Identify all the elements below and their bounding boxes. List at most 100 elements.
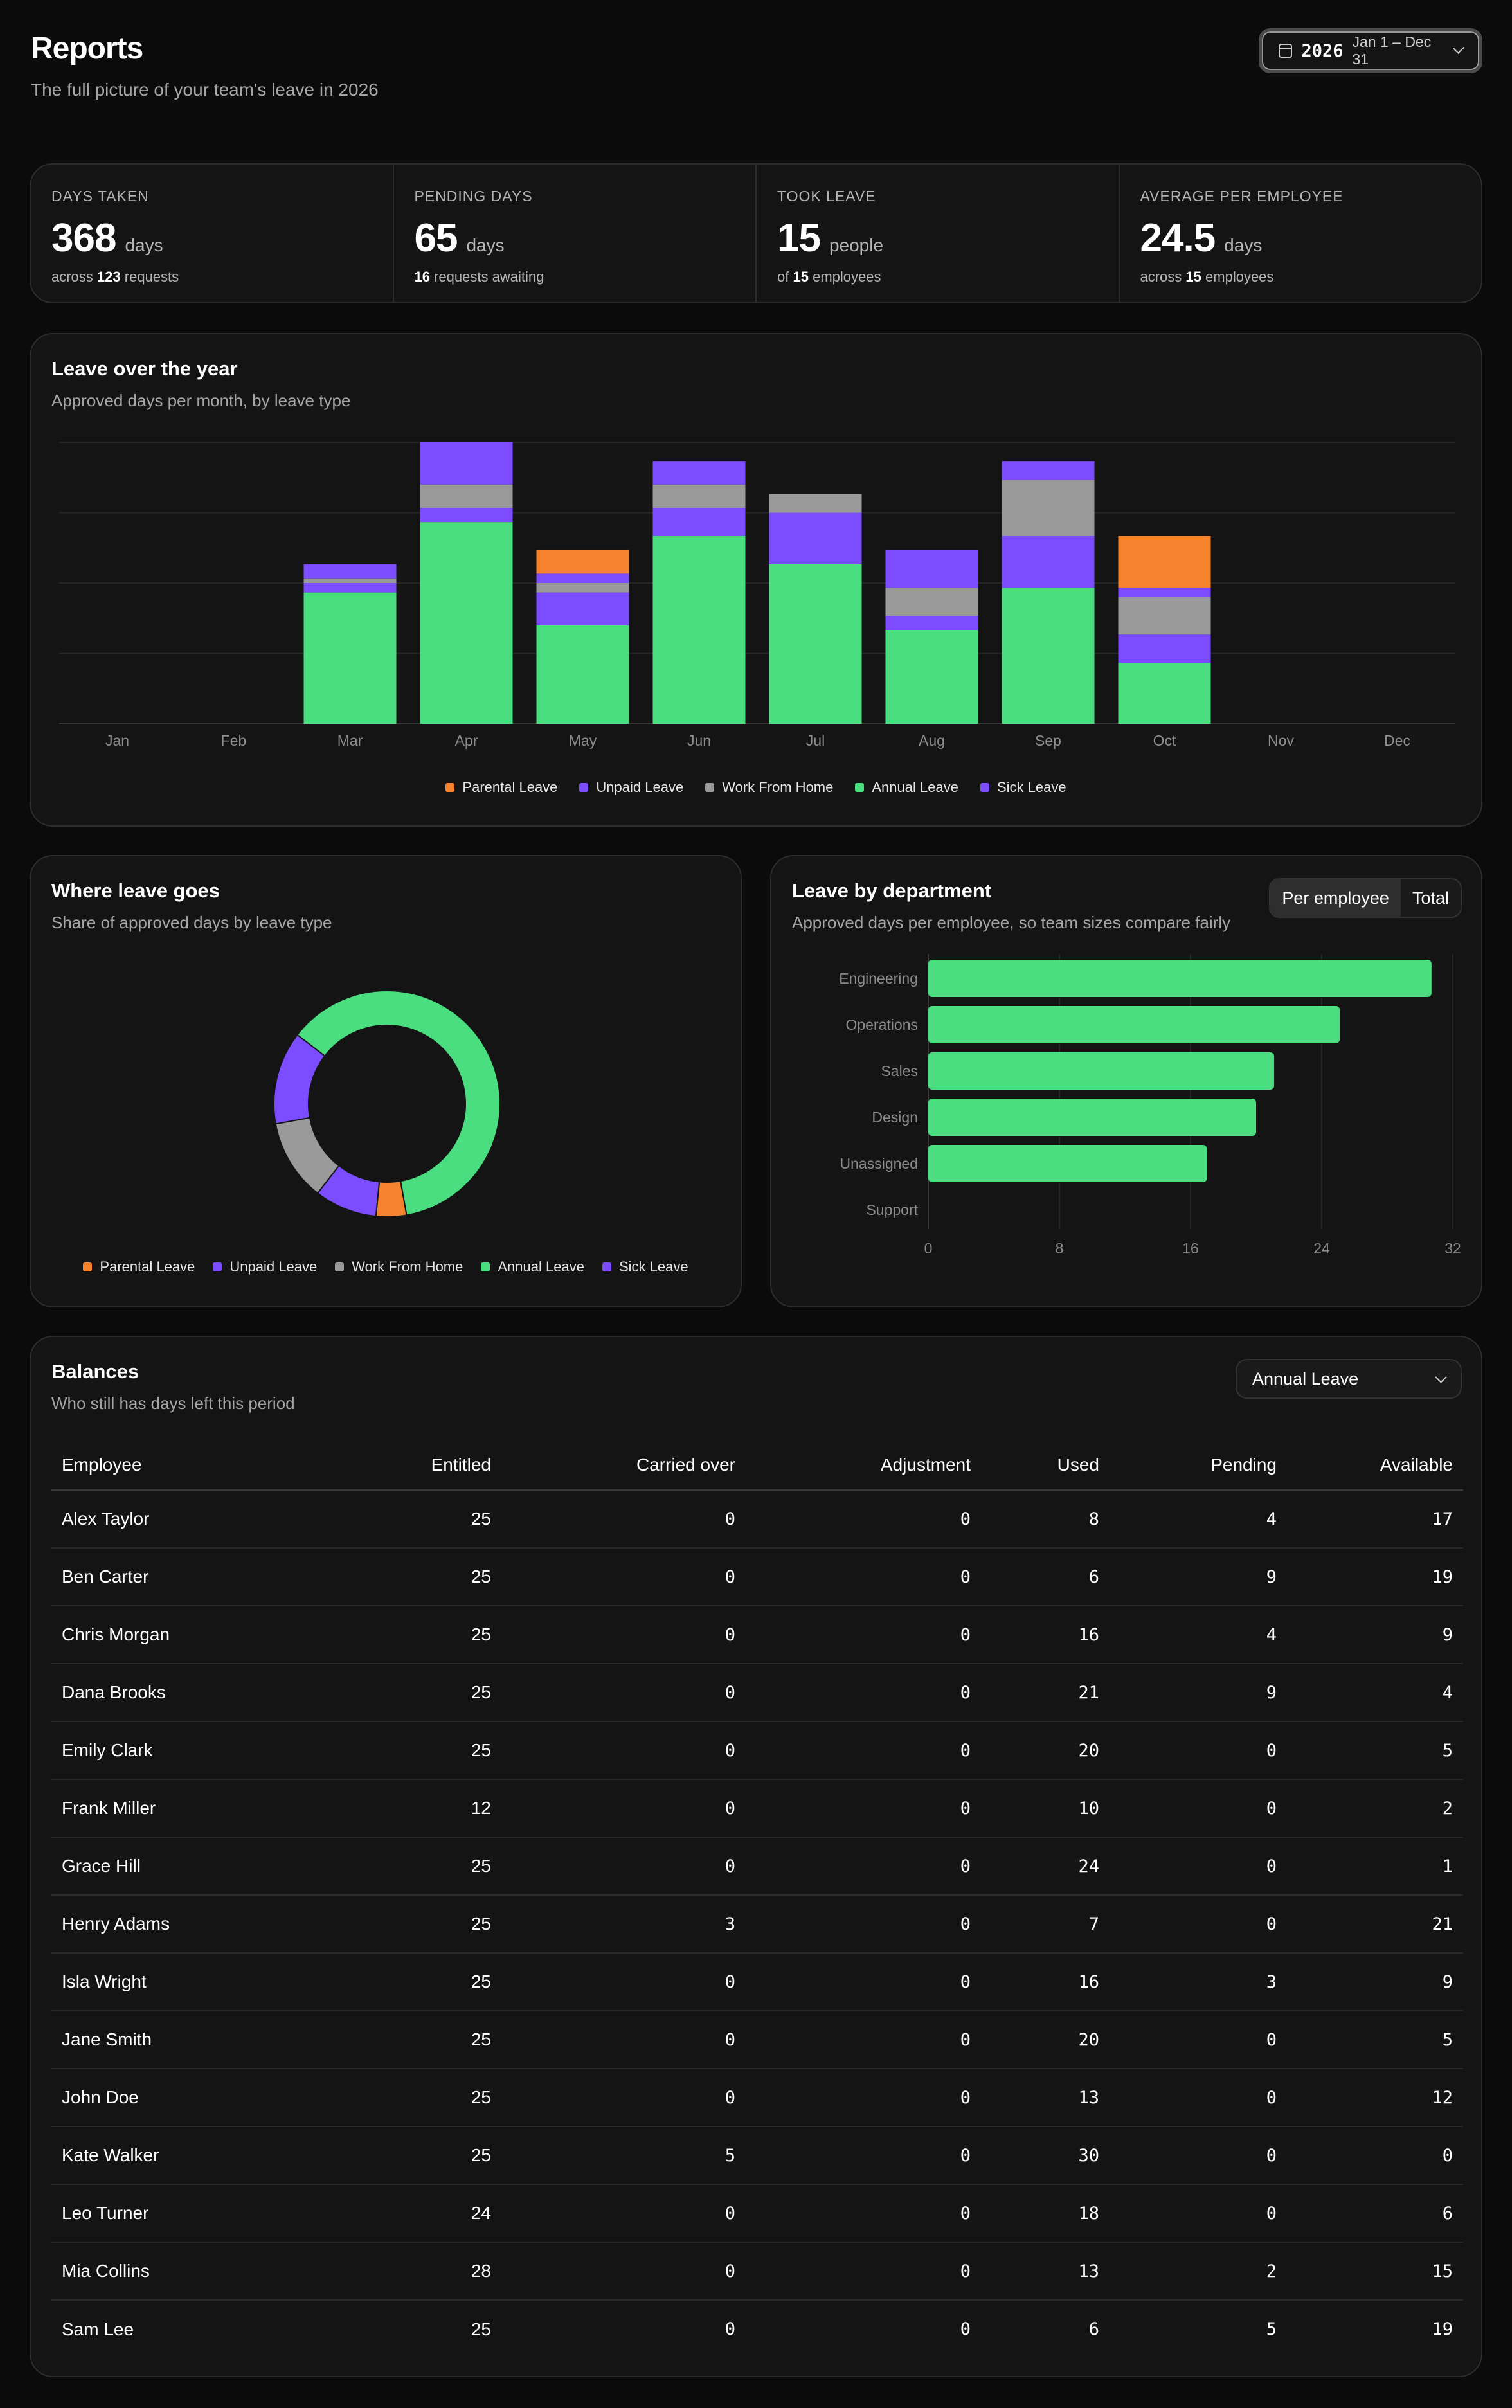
cell-adjustment: 0: [960, 2319, 971, 2339]
bar-segment-wfh[interactable]: [420, 484, 513, 508]
column-header-carried-over[interactable]: Carried over: [501, 1440, 746, 1491]
date-range-picker[interactable]: 2026 Jan 1 – Dec 31: [1259, 28, 1482, 73]
toggle-total[interactable]: Total: [1412, 888, 1449, 908]
bar-segment-wfh[interactable]: [1118, 597, 1211, 635]
x-tick-label: Jan: [105, 732, 129, 749]
legend-item[interactable]: Unpaid Leave: [213, 1259, 317, 1275]
cell-employee: Emily Clark: [51, 1721, 270, 1780]
bar-segment-annual[interactable]: [1002, 588, 1095, 724]
legend-item[interactable]: Sick Leave: [602, 1259, 688, 1275]
column-header-entitled[interactable]: Entitled: [270, 1440, 501, 1491]
bar-segment-unpaid[interactable]: [303, 564, 397, 579]
legend-swatch: [579, 783, 589, 792]
table-row[interactable]: Henry Adams 25 3 0 7 0 21: [51, 1895, 1463, 1954]
legend-item[interactable]: Annual Leave: [481, 1259, 584, 1275]
bar-segment-wfh[interactable]: [536, 583, 629, 593]
leave-type-select[interactable]: Annual Leave: [1236, 1359, 1462, 1399]
bar-segment-unpaid[interactable]: [1002, 461, 1095, 480]
cell-carried-over: 0: [501, 2184, 746, 2243]
department-bar[interactable]: [928, 1006, 1340, 1043]
bar-segment-sick[interactable]: [536, 592, 629, 625]
stat-subtext: across 123 requests: [51, 269, 179, 285]
cell-carried-over: 0: [501, 2242, 746, 2301]
bar-segment-wfh[interactable]: [769, 494, 862, 513]
table-row[interactable]: Dana Brooks 25 0 0 21 9 4: [51, 1664, 1463, 1722]
bar-segment-unpaid[interactable]: [885, 550, 978, 588]
cell-entitled: 25: [270, 2126, 501, 2185]
cell-entitled: 25: [270, 1953, 501, 2011]
bar-segment-unpaid[interactable]: [1118, 588, 1211, 597]
legend-item[interactable]: Annual Leave: [855, 779, 959, 796]
column-header-available[interactable]: Available: [1287, 1440, 1463, 1491]
cell-carried-over: 3: [501, 1895, 746, 1954]
cell-used: 20: [981, 1721, 1110, 1780]
x-tick-label: 8: [1056, 1240, 1064, 1257]
leave-type-donut-chart: [273, 990, 501, 1217]
bar-segment-parental[interactable]: [1118, 536, 1211, 588]
toggle-per-employee[interactable]: Per employee: [1270, 879, 1401, 917]
bar-segment-unpaid[interactable]: [652, 461, 746, 485]
table-row[interactable]: John Doe 25 0 0 13 0 12: [51, 2069, 1463, 2127]
bar-segment-wfh[interactable]: [1002, 480, 1095, 536]
column-header-pending[interactable]: Pending: [1110, 1440, 1287, 1491]
legend-item[interactable]: Work From Home: [705, 779, 833, 796]
department-metric-toggle[interactable]: Per employee Total: [1269, 878, 1462, 918]
table-row[interactable]: Alex Taylor 25 0 0 8 4 17: [51, 1490, 1463, 1549]
table-row[interactable]: Frank Miller 12 0 0 10 0 2: [51, 1779, 1463, 1838]
column-header-used[interactable]: Used: [981, 1440, 1110, 1491]
bar-segment-annual[interactable]: [769, 564, 862, 724]
table-row[interactable]: Grace Hill 25 0 0 24 0 1: [51, 1837, 1463, 1896]
cell-pending: 0: [1110, 1837, 1287, 1896]
table-row[interactable]: Ben Carter 25 0 0 6 9 19: [51, 1548, 1463, 1606]
table-row[interactable]: Chris Morgan 25 0 0 16 4 9: [51, 1606, 1463, 1664]
donut-slice-annual[interactable]: [296, 990, 501, 1216]
legend-item[interactable]: Unpaid Leave: [579, 779, 683, 796]
cell-entitled: 25: [270, 1895, 501, 1954]
legend-item[interactable]: Work From Home: [335, 1259, 463, 1275]
table-row[interactable]: Jane Smith 25 0 0 20 0 5: [51, 2011, 1463, 2069]
bar-segment-wfh[interactable]: [885, 588, 978, 616]
column-header-employee[interactable]: Employee: [51, 1440, 270, 1491]
bar-segment-unpaid[interactable]: [420, 442, 513, 485]
legend-item[interactable]: Parental Leave: [446, 779, 557, 796]
table-row[interactable]: Mia Collins 28 0 0 13 2 15: [51, 2242, 1463, 2301]
legend-label: Parental Leave: [462, 779, 558, 795]
department-bar[interactable]: [928, 960, 1432, 997]
table-row[interactable]: Emily Clark 25 0 0 20 0 5: [51, 1721, 1463, 1780]
bar-segment-sick[interactable]: [1118, 634, 1211, 663]
bar-segment-sick[interactable]: [1002, 536, 1095, 588]
bar-segment-sick[interactable]: [303, 583, 397, 593]
table-row[interactable]: Isla Wright 25 0 0 16 3 9: [51, 1953, 1463, 2011]
table-row[interactable]: Sam Lee 25 0 0 6 5 19: [51, 2300, 1463, 2358]
cell-adjustment: 0: [746, 1664, 981, 1722]
cell-entitled: 25: [270, 2011, 501, 2069]
bar-segment-annual[interactable]: [420, 522, 513, 724]
bar-segment-sick[interactable]: [769, 512, 862, 564]
cell-entitled: 25: [270, 1721, 501, 1780]
column-header-adjustment[interactable]: Adjustment: [746, 1440, 981, 1491]
bar-segment-wfh[interactable]: [303, 578, 397, 583]
cell-carried-over: 5: [501, 2126, 746, 2185]
cell-available: 1: [1287, 1837, 1463, 1896]
department-bar[interactable]: [928, 1145, 1207, 1182]
cell-pending: 0: [1110, 2069, 1287, 2127]
bar-segment-sick[interactable]: [420, 508, 513, 523]
bar-segment-parental[interactable]: [536, 550, 629, 574]
bar-segment-annual[interactable]: [303, 592, 397, 724]
legend-item[interactable]: Sick Leave: [980, 779, 1066, 796]
bar-segment-annual[interactable]: [1118, 663, 1211, 724]
table-row[interactable]: Leo Turner 24 0 0 18 0 6: [51, 2184, 1463, 2243]
bar-segment-sick[interactable]: [885, 616, 978, 630]
stat-value: 368: [51, 216, 116, 260]
legend-swatch: [705, 783, 715, 792]
bar-segment-annual[interactable]: [536, 625, 629, 724]
department-bar[interactable]: [928, 1052, 1275, 1090]
bar-segment-annual[interactable]: [652, 536, 746, 724]
bar-segment-unpaid[interactable]: [536, 573, 629, 583]
bar-segment-sick[interactable]: [652, 508, 746, 536]
table-row[interactable]: Kate Walker 25 5 0 30 0 0: [51, 2126, 1463, 2185]
department-bar[interactable]: [928, 1099, 1256, 1136]
legend-item[interactable]: Parental Leave: [83, 1259, 195, 1275]
bar-segment-wfh[interactable]: [652, 484, 746, 508]
bar-segment-annual[interactable]: [885, 630, 978, 724]
